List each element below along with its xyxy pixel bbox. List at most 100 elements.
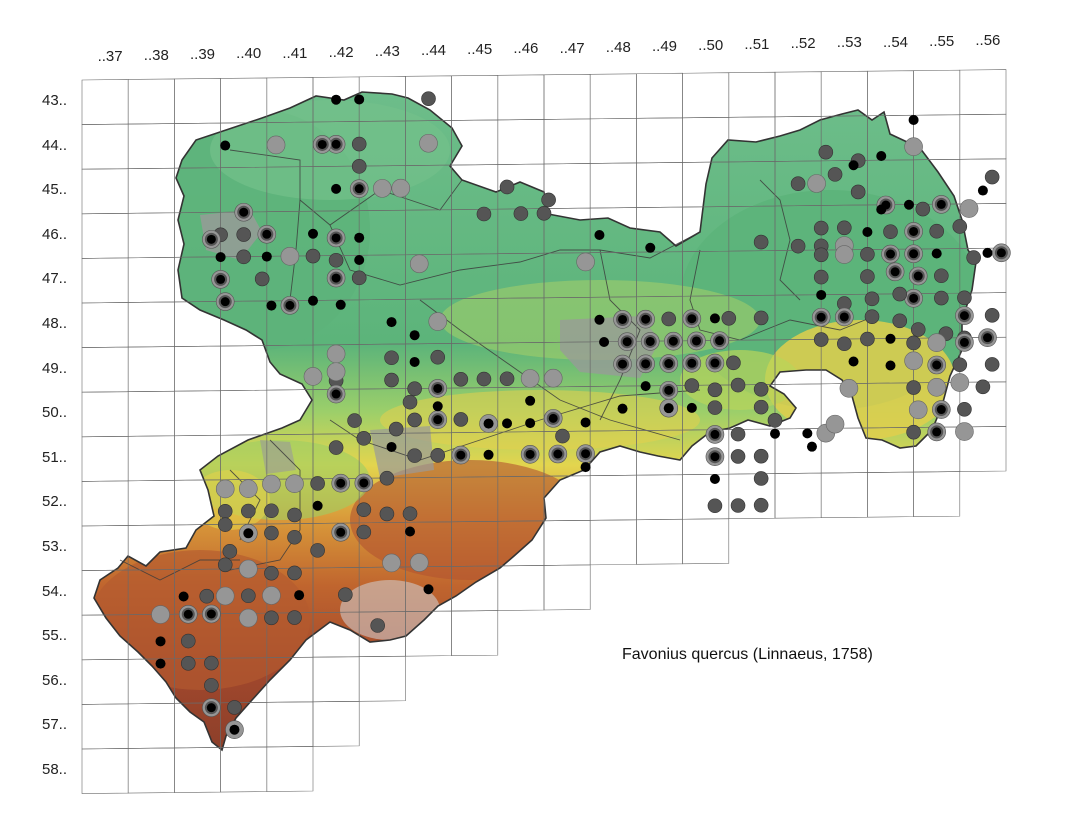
record-marker bbox=[180, 633, 196, 649]
record-marker bbox=[881, 244, 900, 264]
record-marker bbox=[335, 299, 346, 310]
record-marker bbox=[379, 470, 395, 486]
record-marker bbox=[640, 381, 651, 392]
record-marker bbox=[813, 247, 829, 263]
record-marker bbox=[927, 422, 947, 442]
record-marker bbox=[257, 224, 277, 244]
record-marker bbox=[548, 444, 568, 464]
record-marker bbox=[862, 226, 873, 237]
grid-cell bbox=[543, 519, 591, 566]
record-marker bbox=[816, 289, 827, 300]
record-marker bbox=[241, 503, 256, 519]
record-marker bbox=[705, 447, 725, 466]
grid-cell bbox=[959, 426, 1007, 472]
record-marker bbox=[287, 565, 302, 581]
record-marker bbox=[932, 400, 951, 419]
district-border bbox=[329, 224, 701, 286]
record-marker bbox=[428, 410, 448, 429]
row-label: 48.. bbox=[42, 315, 68, 332]
record-marker bbox=[215, 252, 226, 263]
grid-cell bbox=[589, 118, 637, 164]
record-marker bbox=[215, 586, 235, 606]
record-marker bbox=[730, 498, 746, 513]
grid-cell bbox=[636, 518, 683, 565]
record-marker bbox=[726, 355, 741, 371]
record-marker bbox=[331, 94, 342, 105]
record-marker bbox=[356, 524, 372, 540]
record-marker bbox=[536, 206, 552, 221]
record-marker bbox=[215, 479, 235, 499]
record-marker bbox=[310, 476, 325, 491]
record-marker bbox=[818, 144, 834, 160]
grid-cell bbox=[959, 69, 1007, 116]
record-marker bbox=[813, 332, 829, 347]
record-marker bbox=[753, 310, 769, 326]
grid-cell bbox=[127, 435, 175, 482]
record-marker bbox=[326, 228, 346, 248]
record-marker bbox=[709, 313, 720, 324]
record-marker bbox=[453, 371, 469, 387]
record-marker bbox=[790, 238, 806, 254]
grid-cell bbox=[589, 519, 637, 566]
record-marker bbox=[617, 332, 637, 352]
record-marker bbox=[264, 525, 279, 541]
grid-cell bbox=[174, 390, 221, 437]
grid-cell bbox=[497, 74, 545, 121]
record-marker bbox=[308, 295, 318, 306]
record-marker bbox=[525, 418, 536, 429]
record-marker bbox=[476, 371, 492, 387]
grid-cell bbox=[543, 73, 591, 120]
grid-cell bbox=[220, 345, 268, 391]
grid-cell bbox=[682, 518, 730, 565]
record-marker bbox=[825, 414, 845, 434]
grid-cell bbox=[959, 158, 1007, 205]
record-marker bbox=[407, 448, 422, 463]
record-marker bbox=[312, 500, 323, 511]
grid-cell bbox=[358, 655, 406, 702]
record-marker bbox=[239, 524, 258, 543]
record-marker bbox=[682, 309, 702, 328]
record-markers bbox=[151, 91, 1011, 740]
record-marker bbox=[664, 331, 683, 351]
record-marker bbox=[767, 413, 783, 428]
grid-cell bbox=[81, 346, 129, 393]
record-marker bbox=[555, 428, 570, 444]
grid-cell bbox=[81, 391, 129, 438]
record-marker bbox=[354, 232, 365, 243]
record-marker bbox=[326, 268, 346, 288]
grid-cell bbox=[867, 70, 914, 117]
record-marker bbox=[892, 286, 908, 302]
record-marker bbox=[407, 381, 422, 397]
column-label: ..39 bbox=[189, 46, 216, 64]
record-marker bbox=[303, 367, 323, 386]
record-marker bbox=[640, 332, 660, 351]
grid-cell bbox=[312, 656, 360, 703]
record-marker bbox=[310, 543, 325, 558]
grid-cell bbox=[127, 212, 175, 259]
record-marker bbox=[402, 506, 418, 521]
record-marker bbox=[984, 357, 1000, 372]
record-marker bbox=[211, 270, 230, 289]
column-label: ..49 bbox=[651, 37, 678, 55]
record-marker bbox=[513, 206, 529, 221]
record-marker bbox=[236, 249, 251, 265]
record-marker bbox=[543, 368, 563, 388]
record-marker bbox=[331, 522, 351, 542]
grid-cell bbox=[497, 565, 545, 611]
column-label: ..51 bbox=[744, 36, 770, 54]
record-marker bbox=[977, 185, 988, 196]
record-marker bbox=[428, 312, 448, 331]
grid-cell bbox=[127, 123, 175, 169]
record-marker bbox=[957, 290, 972, 306]
record-marker bbox=[266, 135, 286, 155]
record-marker bbox=[382, 553, 401, 573]
species-title: Favonius quercus (Linnaeus, 1758) bbox=[622, 646, 873, 663]
record-marker bbox=[802, 428, 813, 439]
record-marker bbox=[927, 377, 947, 397]
record-marker bbox=[860, 269, 875, 284]
column-label: ..46 bbox=[513, 40, 539, 58]
record-marker bbox=[234, 202, 253, 222]
record-marker bbox=[684, 378, 700, 393]
district-border bbox=[599, 249, 641, 421]
